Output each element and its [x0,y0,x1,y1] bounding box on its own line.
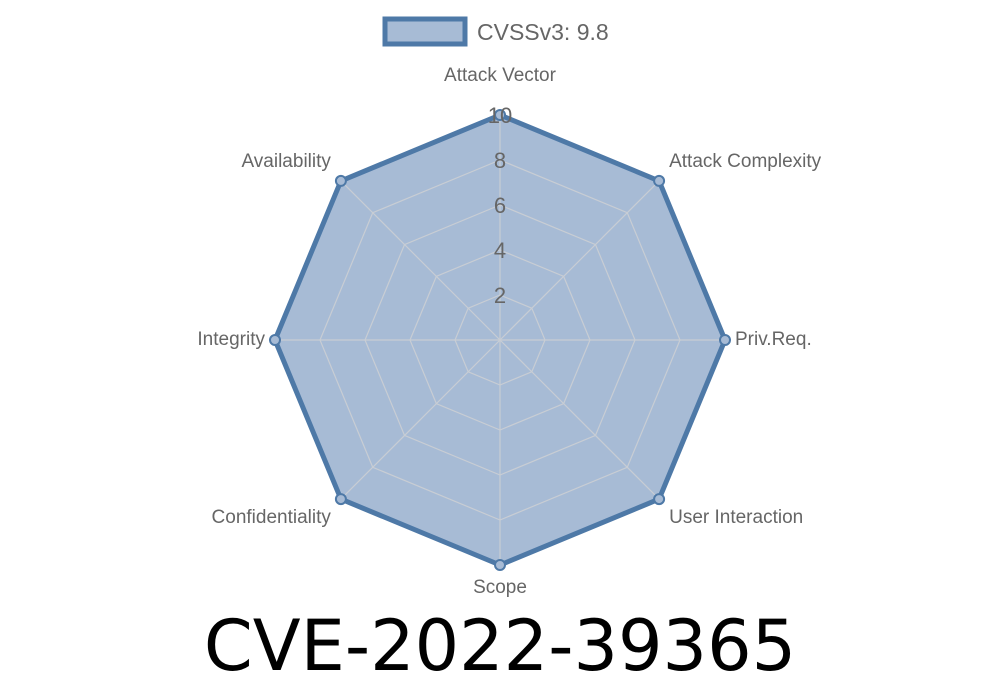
tick-label: 6 [494,193,506,218]
data-point[interactable] [334,493,347,506]
tick-label: 2 [494,283,506,308]
radial-ticks: 2 4 6 8 10 [488,103,512,308]
data-point[interactable] [494,559,506,571]
axis-label: Scope [473,577,527,598]
data-point[interactable] [653,174,666,187]
legend[interactable]: CVSSv3: 9.8 [382,16,609,47]
grid-spoke [340,180,501,341]
data-point[interactable] [719,334,731,346]
tick-label: 4 [494,238,506,263]
data-point[interactable] [494,109,506,121]
grid-spoke [499,180,660,341]
tick-label: 10 [488,103,512,128]
legend-label: CVSSv3: 9.8 [477,19,609,45]
axis-label: Availability [241,151,331,172]
axis-label: Integrity [197,329,265,350]
data-point[interactable] [269,334,281,346]
grid-spoke [340,339,501,500]
grid-spoke [499,339,660,500]
chart-title: CVE-2022-39365 [204,605,796,687]
tick-label: 8 [494,148,506,173]
axis-label: Attack Complexity [669,151,822,172]
axis-label: Confidentiality [212,507,332,528]
axis-label: Priv.Req. [735,329,812,350]
legend-swatch [382,16,468,47]
axis-label: Attack Vector [444,65,557,86]
axis-label: User Interaction [669,507,803,528]
data-point[interactable] [334,174,347,187]
data-point[interactable] [653,493,666,506]
radar-series [269,109,731,571]
axis-labels: Attack Vector Attack Complexity Priv.Req. U… [197,65,821,598]
